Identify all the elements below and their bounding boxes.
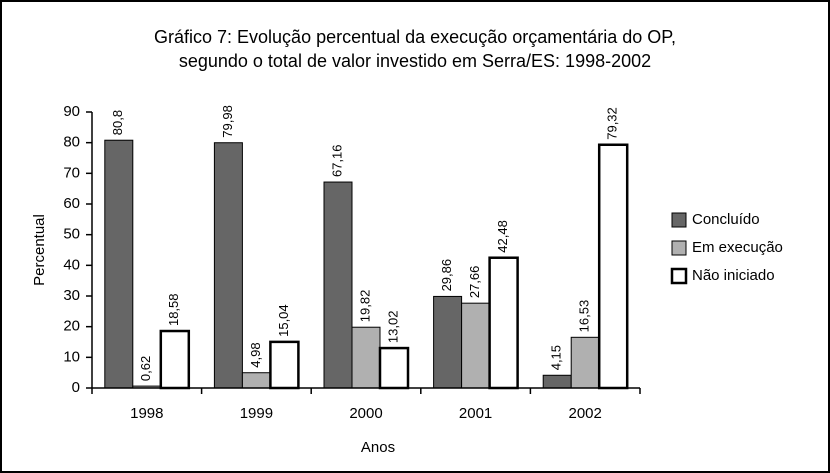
legend-label: Em execução — [692, 239, 783, 256]
bar — [461, 302, 491, 389]
x-tick-label: 2002 — [569, 405, 602, 422]
bar — [433, 295, 463, 389]
legend-label: Não iniciado — [692, 267, 775, 284]
y-axis-label: Percentual — [31, 214, 48, 286]
bar — [323, 181, 353, 389]
value-label: 79,32 — [605, 107, 620, 140]
y-tick-label: 60 — [63, 195, 80, 212]
bar — [269, 340, 300, 390]
value-label: 27,66 — [467, 266, 482, 299]
y-tick-label: 20 — [63, 318, 80, 335]
value-label: 18,58 — [166, 293, 181, 326]
value-label: 79,98 — [220, 105, 235, 138]
x-tick-label: 2001 — [459, 405, 492, 422]
bar — [542, 374, 572, 389]
x-tick-label: 2000 — [349, 405, 382, 422]
value-label: 29,86 — [439, 259, 454, 292]
value-label: 42,48 — [495, 220, 510, 253]
y-tick-label: 50 — [63, 226, 80, 243]
y-tick-label: 30 — [63, 287, 80, 304]
value-label: 13,02 — [385, 311, 400, 344]
value-label: 80,8 — [110, 110, 125, 135]
legend-swatch — [670, 267, 688, 285]
legend-swatch — [671, 212, 687, 228]
value-label: 4,15 — [549, 345, 564, 370]
chart-title: Gráfico 7: Evolução percentual da execuç… — [154, 27, 676, 47]
bar — [597, 143, 629, 390]
y-tick-label: 0 — [72, 379, 80, 396]
x-tick-label: 1998 — [130, 405, 163, 422]
bar — [351, 326, 381, 389]
y-tick-label: 40 — [63, 256, 80, 273]
value-label: 4,98 — [248, 342, 263, 367]
y-tick-label: 80 — [63, 134, 80, 151]
value-label: 19,82 — [357, 290, 372, 323]
bar — [378, 346, 410, 390]
bar — [104, 139, 134, 389]
legend-label: Concluído — [692, 211, 760, 228]
legend-swatch — [671, 240, 687, 256]
y-tick-label: 90 — [63, 103, 80, 120]
bar — [213, 142, 243, 389]
y-tick-label: 70 — [63, 164, 80, 181]
x-axis-label: Anos — [361, 439, 395, 456]
value-label: 0,62 — [138, 356, 153, 381]
bar — [241, 372, 271, 389]
value-label: 16,53 — [577, 300, 592, 333]
chart-title: segundo o total de valor investido em Se… — [179, 51, 651, 71]
value-label: 15,04 — [276, 304, 291, 337]
bar — [159, 329, 191, 390]
x-tick-label: 1999 — [240, 405, 273, 422]
value-label: 67,16 — [329, 144, 344, 177]
bar — [570, 336, 600, 389]
bar — [488, 256, 519, 390]
y-tick-label: 10 — [63, 348, 80, 365]
